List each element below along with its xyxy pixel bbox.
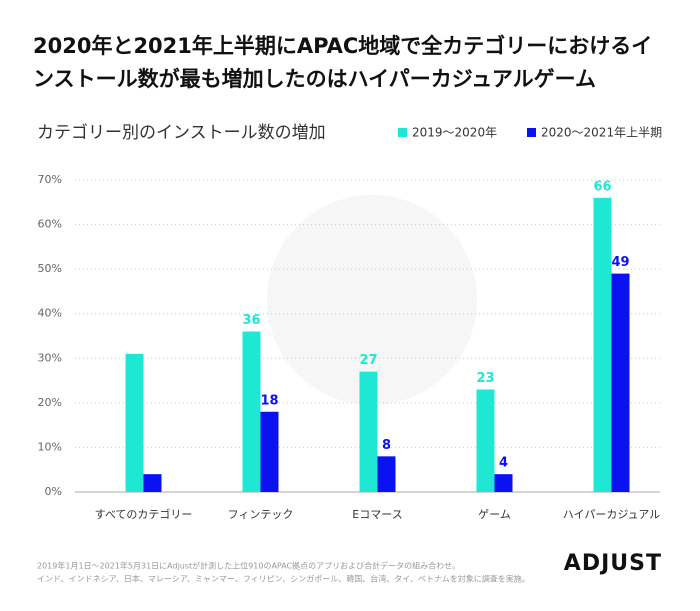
data-label: 27 <box>359 353 377 368</box>
y-tick-label: 40% <box>38 307 62 320</box>
bar <box>377 456 396 492</box>
y-tick-label: 0% <box>45 485 62 498</box>
data-label: 4 <box>499 456 508 471</box>
watermark <box>267 195 477 405</box>
data-label: 66 <box>593 179 611 194</box>
bar <box>260 411 279 492</box>
data-label: 23 <box>476 371 494 386</box>
bar <box>143 474 162 492</box>
bar <box>611 273 630 492</box>
logo: ADJUST <box>564 551 662 576</box>
bar <box>593 197 612 493</box>
x-tick-label: Eコマース <box>352 508 402 521</box>
y-tick-label: 10% <box>38 440 62 453</box>
y-tick-label: 60% <box>38 218 62 231</box>
bar <box>359 371 378 492</box>
footnote: インド、インドネシア、日本、マレーシア、ミャンマー、フィリピン、シンガポール、韓… <box>37 574 530 584</box>
y-tick-label: 20% <box>38 396 62 409</box>
chart-title: 2020年と2021年上半期にAPAC地域で全カテゴリーにおけるインストール数が… <box>33 34 653 91</box>
legend-label: 2019〜2020年 <box>412 126 497 140</box>
bar <box>125 353 144 492</box>
bar <box>476 389 495 492</box>
data-label: 8 <box>382 438 391 453</box>
x-tick-label: ハイパーカジュアル <box>563 508 660 521</box>
footnote: 2019年1月1日〜2021年5月31日にAdjustが計測した上位910のAP… <box>37 561 460 571</box>
bar <box>242 331 261 492</box>
data-label: 18 <box>260 393 278 408</box>
subtitle: カテゴリー別のインストール数の増加 <box>37 122 326 143</box>
data-label: 49 <box>611 255 629 270</box>
y-tick-label: 30% <box>38 351 62 364</box>
legend-swatch <box>398 128 407 137</box>
data-label: 36 <box>242 313 260 328</box>
y-tick-label: 50% <box>38 262 62 275</box>
bar <box>494 474 513 492</box>
y-tick-label: 70% <box>38 173 62 186</box>
legend-label: 2020〜2021年上半期 <box>541 126 662 140</box>
x-tick-label: すべてのカテゴリー <box>95 507 193 521</box>
x-tick-label: ゲーム <box>478 508 511 521</box>
legend-swatch <box>527 128 536 137</box>
x-tick-label: フィンテック <box>228 508 294 521</box>
